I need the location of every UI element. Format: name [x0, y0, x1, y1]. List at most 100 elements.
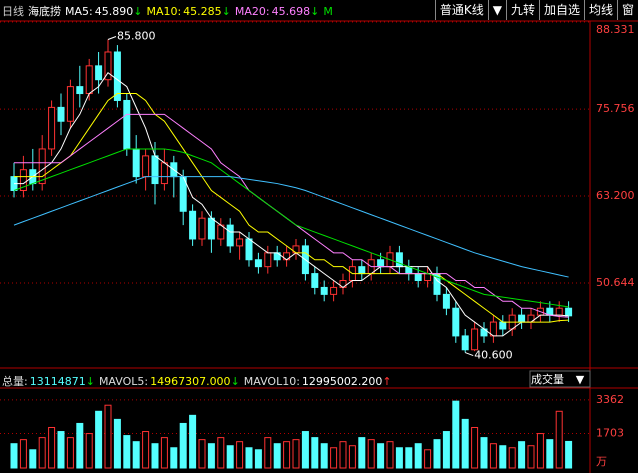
- candle-body: [85, 65, 93, 95]
- volume-bar: [104, 404, 112, 469]
- volume-bar: [76, 422, 84, 469]
- volume-bar: [386, 441, 394, 469]
- candle-body: [320, 286, 328, 295]
- y-tick-label: 50.644: [596, 276, 635, 289]
- ma-trend: ↓: [133, 4, 143, 18]
- toolbar-button[interactable]: 九转: [505, 0, 539, 20]
- low-pointer: [465, 352, 474, 357]
- volume-bar: [395, 447, 403, 469]
- volume-bar: [377, 443, 385, 469]
- candle-body: [66, 86, 74, 122]
- volume-bar: [113, 418, 121, 469]
- volume-bar: [330, 447, 338, 469]
- volume-bar: [367, 439, 375, 469]
- volume-bar: [170, 447, 178, 469]
- volume-bar: [452, 400, 460, 469]
- toolbar-button[interactable]: 窗: [616, 0, 638, 20]
- volume-tick-label: 1703: [596, 427, 624, 440]
- candle-body: [245, 238, 253, 261]
- volume-bar: [565, 440, 573, 469]
- volume-bar: [85, 433, 93, 469]
- candle-body: [151, 155, 159, 185]
- dropdown-arrow: ▼: [576, 373, 585, 386]
- volume-bar: [151, 443, 159, 469]
- volume-tick-label: 3362: [596, 393, 624, 406]
- toolbar-button[interactable]: ▼: [487, 0, 506, 20]
- volume-bar: [217, 437, 225, 469]
- candle-body: [132, 148, 140, 178]
- volume-bar: [123, 435, 131, 469]
- ma-line: [13, 148, 569, 308]
- volume-bar: [339, 441, 347, 469]
- toolbar-button[interactable]: 加自选: [538, 0, 584, 20]
- candle-body: [160, 162, 168, 185]
- volume-label: MAVOL10:: [243, 374, 300, 388]
- candle-body: [471, 328, 479, 351]
- candle-body: [395, 252, 403, 268]
- volume-bar: [179, 422, 187, 469]
- volume-bar: [358, 437, 366, 469]
- toolbar-button[interactable]: 普通K线: [434, 0, 488, 20]
- volume-bar: [226, 445, 234, 469]
- candle-body: [330, 286, 338, 295]
- volume-bar: [273, 443, 281, 469]
- candle-body: [207, 217, 215, 240]
- candle-body: [452, 307, 460, 337]
- volume-trend: ↓: [85, 374, 95, 388]
- volume-trend: ↓: [230, 374, 240, 388]
- volume-bar: [245, 447, 253, 469]
- ma-line: [14, 93, 569, 323]
- volume-label: 总量:: [2, 375, 28, 388]
- volume-bar: [142, 431, 150, 469]
- y-tick-label: 88.331: [596, 23, 635, 36]
- candle-body: [19, 169, 27, 191]
- volume-bar: [424, 449, 432, 469]
- volume-bar: [198, 439, 206, 469]
- candle-body: [461, 335, 469, 351]
- volume-value: 14967307.000: [150, 374, 231, 388]
- candle-body: [442, 293, 450, 309]
- candle-body: [499, 321, 507, 330]
- candle-body: [311, 273, 319, 288]
- candle-body: [48, 106, 56, 150]
- volume-bar: [207, 443, 215, 469]
- volume-bar: [518, 441, 526, 469]
- ma-trend: ↓: [221, 4, 231, 18]
- volume-bar: [348, 445, 356, 469]
- volume-bar: [489, 443, 497, 469]
- volume-value: 12995002.200: [301, 374, 383, 388]
- toolbar-button[interactable]: 均线: [583, 0, 617, 20]
- candle-body: [38, 148, 46, 185]
- volume-bar: [527, 445, 535, 469]
- volume-bar: [292, 439, 300, 469]
- volume-bar: [283, 441, 291, 469]
- volume-trend: ↑: [382, 374, 392, 388]
- volume-bar: [442, 431, 450, 469]
- volume-bar: [536, 433, 544, 469]
- volume-label: MAVOL5:: [98, 374, 149, 388]
- volume-bar: [29, 449, 37, 469]
- ma-value: 45.698: [271, 4, 311, 18]
- volume-bar: [48, 426, 56, 469]
- volume-bar: [414, 443, 422, 469]
- ma-name: M: [323, 4, 333, 18]
- period[interactable]: 日线: [2, 5, 24, 18]
- volume-bar: [66, 437, 74, 469]
- ma-trend: ↓: [310, 4, 320, 18]
- volume-bar: [132, 441, 140, 469]
- volume-bar: [546, 439, 554, 469]
- high-label: 85.800: [117, 30, 156, 43]
- candle-body: [565, 307, 573, 317]
- low-label: 40.600: [474, 349, 513, 362]
- volume-bar: [236, 441, 244, 469]
- volume-bar: [433, 439, 441, 469]
- volume-bar: [508, 447, 516, 469]
- candle-body: [104, 51, 112, 81]
- toolbar: 普通K线 ▼ 九转 加自选 均线窗: [434, 0, 638, 20]
- volume-bar: [57, 431, 65, 469]
- indicator-bar: 日线 海底捞 MA5: 45.890 ↓ MA10: 45.285 ↓ MA20: 45.69…: [2, 1, 335, 21]
- volume-bar: [38, 437, 46, 469]
- ma-name: MA5:: [65, 4, 93, 18]
